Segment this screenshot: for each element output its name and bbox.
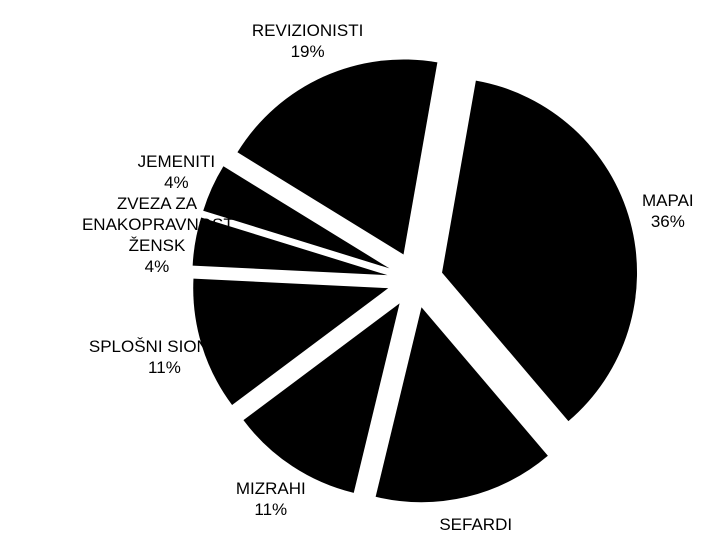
value-label: 4% — [164, 172, 189, 192]
pie-slice — [192, 217, 388, 276]
value-label: 11% — [148, 357, 181, 377]
pie-slice — [193, 278, 389, 405]
value-label: 11% — [254, 499, 288, 519]
value-label: 36% — [650, 212, 685, 232]
category-label: REVIZIONISTI — [251, 21, 364, 41]
slice-label: ZVEZA ZA ENAKOPRAVNOST ŽENSK 4% — [62, 193, 252, 277]
category-label: MAPAI — [642, 191, 694, 211]
slice-label: SPLOŠNI SIONISTI 11% — [69, 336, 259, 378]
category-label: JEMENITI — [137, 151, 216, 171]
slice-label: MIZRAHI 11% — [176, 478, 366, 520]
slice-label: MAPAI 36% — [573, 190, 718, 232]
pie-slice — [243, 303, 400, 493]
category-label: ZVEZA ZA ENAKOPRAVNOST ŽENSK — [81, 193, 234, 255]
slice-label: SEFARDI15% — [381, 514, 571, 535]
pie-slice — [442, 80, 638, 422]
pie-slice — [237, 59, 438, 255]
slice-label: JEMENITI 4% — [81, 151, 271, 193]
value-label: 4% — [144, 256, 170, 276]
category-label: MIZRAHI — [235, 478, 306, 498]
pie-slice — [375, 307, 548, 503]
category-label: SEFARDI — [439, 514, 513, 534]
category-label: SPLOŠNI SIONISTI — [88, 336, 241, 356]
value-label: 19% — [290, 42, 325, 62]
pie-slice — [203, 166, 390, 269]
slice-label: REVIZIONISTI 19% — [213, 20, 403, 62]
